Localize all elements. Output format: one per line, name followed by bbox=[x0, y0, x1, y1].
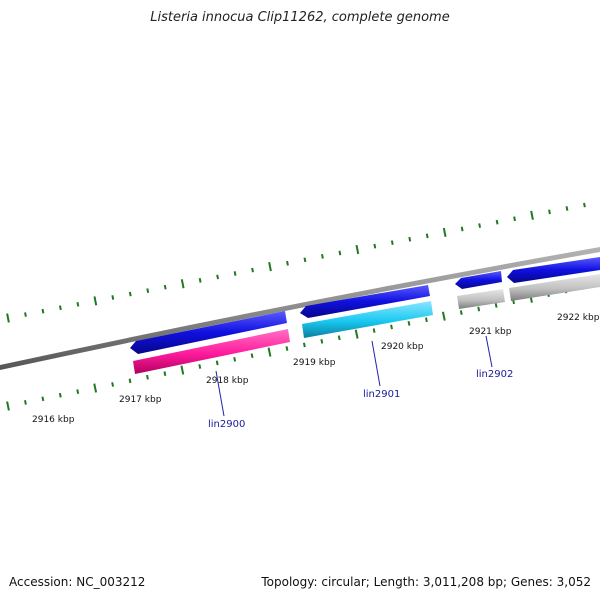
tick-mark bbox=[146, 374, 149, 380]
tick-mark bbox=[233, 271, 237, 276]
leader-line-lin2901 bbox=[371, 340, 381, 387]
tick-mark bbox=[337, 335, 341, 341]
tick-mark bbox=[233, 356, 237, 362]
tick-mark bbox=[548, 209, 551, 215]
accession-text: Accession: NC_003212 bbox=[9, 575, 146, 589]
tick-mark bbox=[128, 291, 132, 297]
gene-label-lin2901[interactable]: lin2901 bbox=[363, 389, 400, 400]
tick-mark bbox=[41, 308, 45, 314]
scale-label-2919: 2919 kbp bbox=[293, 358, 336, 368]
tick-mark bbox=[320, 338, 324, 344]
tick-mark bbox=[583, 202, 586, 208]
tick-mark bbox=[198, 364, 202, 369]
gene-arrow-lin2901-blue[interactable] bbox=[300, 285, 430, 318]
tick-mark bbox=[530, 210, 534, 220]
gene-label-lin2900[interactable]: lin2900 bbox=[208, 419, 245, 430]
tick-mark bbox=[286, 260, 289, 266]
tick-mark bbox=[478, 223, 482, 228]
tick-mark bbox=[408, 236, 412, 242]
tick-mark bbox=[111, 295, 115, 300]
tick-mark bbox=[128, 378, 132, 384]
tick-mark bbox=[93, 296, 98, 306]
tick-mark bbox=[355, 244, 360, 255]
tick-mark bbox=[216, 274, 220, 280]
tick-mark bbox=[6, 401, 10, 411]
tick-mark bbox=[215, 360, 219, 366]
tick-mark bbox=[354, 329, 359, 339]
tick-mark bbox=[321, 254, 324, 259]
gene-bar-next[interactable] bbox=[509, 274, 600, 301]
genome-backbone bbox=[0, 247, 600, 370]
tick-mark bbox=[93, 383, 98, 393]
tick-mark bbox=[180, 279, 185, 289]
tick-mark bbox=[495, 219, 499, 225]
tick-mark bbox=[250, 353, 254, 359]
gene-bar-lin2901[interactable] bbox=[302, 301, 433, 338]
tick-mark bbox=[267, 347, 272, 357]
tick-mark bbox=[303, 257, 307, 263]
tick-mark bbox=[338, 250, 342, 256]
scale-label-2916: 2916 kbp bbox=[32, 415, 75, 425]
scale-label-2920: 2920 kbp bbox=[381, 342, 424, 352]
map-title: Listeria innocua Clip11262, complete gen… bbox=[150, 10, 450, 25]
tick-mark bbox=[41, 396, 45, 402]
leader-line-lin2902 bbox=[485, 335, 493, 368]
gene-arrow-lin2900-blue[interactable] bbox=[130, 311, 287, 354]
tick-mark bbox=[198, 277, 202, 283]
tick-mark bbox=[58, 305, 62, 311]
tick-mark bbox=[390, 324, 393, 330]
tick-mark bbox=[76, 301, 80, 307]
tick-mark bbox=[441, 311, 446, 321]
tick-mark bbox=[407, 321, 411, 326]
tick-mark bbox=[146, 288, 150, 293]
tick-mark bbox=[565, 206, 569, 211]
tick-mark bbox=[373, 243, 377, 249]
tick-mark bbox=[494, 303, 498, 308]
tick-mark bbox=[459, 310, 463, 315]
scale-label-2922: 2922 kbp bbox=[557, 313, 600, 323]
tick-mark bbox=[6, 313, 10, 323]
tick-mark bbox=[285, 346, 289, 351]
tick-mark bbox=[442, 227, 447, 238]
gene-arrow-next-blue[interactable] bbox=[507, 257, 600, 283]
tick-mark bbox=[24, 312, 27, 317]
tick-mark bbox=[302, 342, 306, 348]
tick-mark bbox=[460, 226, 464, 232]
tick-mark bbox=[477, 306, 481, 312]
lower-tick-track bbox=[6, 285, 585, 411]
tick-mark bbox=[513, 216, 516, 222]
tick-mark bbox=[425, 233, 429, 239]
tick-mark bbox=[390, 240, 394, 246]
tick-mark bbox=[111, 382, 115, 387]
tick-mark bbox=[251, 267, 254, 273]
tick-mark bbox=[372, 328, 376, 333]
scale-label-2917: 2917 kbp bbox=[119, 395, 162, 405]
genome-summary-text: Topology: circular; Length: 3,011,208 bp… bbox=[261, 575, 591, 589]
upper-tick-track bbox=[6, 202, 586, 323]
gene-bar-lin2902[interactable] bbox=[457, 289, 505, 309]
tick-mark bbox=[24, 400, 27, 405]
tick-mark bbox=[163, 284, 167, 290]
gene-label-lin2902[interactable]: lin2902 bbox=[476, 369, 513, 380]
tick-mark bbox=[424, 317, 428, 323]
tick-mark bbox=[268, 262, 272, 272]
tick-mark bbox=[163, 371, 167, 377]
tick-mark bbox=[180, 365, 185, 375]
scale-label-2918: 2918 kbp bbox=[206, 376, 249, 386]
gene-bar-lin2900[interactable] bbox=[133, 329, 290, 374]
tick-mark bbox=[58, 392, 62, 398]
tick-mark bbox=[76, 389, 80, 394]
gene-arrow-lin2902-blue[interactable] bbox=[455, 271, 502, 289]
scale-label-2921: 2921 kbp bbox=[469, 327, 512, 337]
leader-line-lin2900 bbox=[215, 370, 225, 417]
